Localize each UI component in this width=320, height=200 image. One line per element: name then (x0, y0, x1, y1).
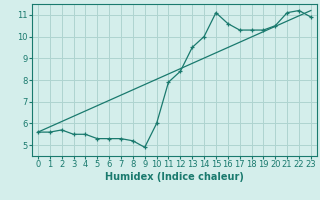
X-axis label: Humidex (Indice chaleur): Humidex (Indice chaleur) (105, 172, 244, 182)
